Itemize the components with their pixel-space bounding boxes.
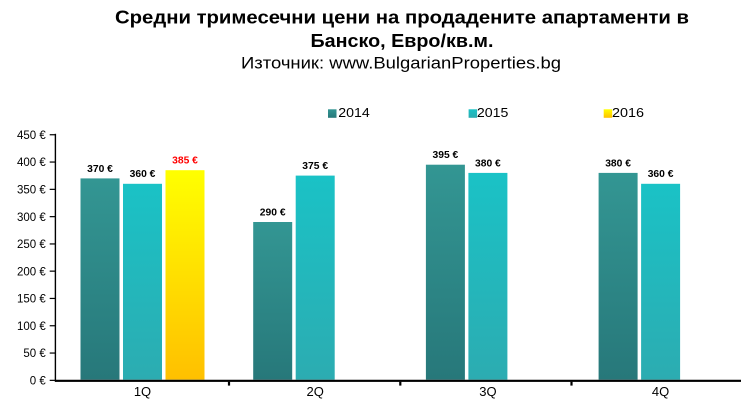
svg-text:2Q: 2Q (307, 384, 324, 399)
svg-text:380 €: 380 € (475, 158, 501, 169)
svg-text:360 €: 360 € (648, 169, 674, 180)
svg-text:150 €: 150 € (17, 294, 46, 306)
svg-text:380 €: 380 € (605, 158, 631, 169)
svg-text:100 €: 100 € (17, 321, 46, 333)
svg-text:2015: 2015 (477, 105, 509, 120)
svg-text:350 €: 350 € (17, 185, 46, 197)
svg-text:Банско, Евро/кв.м.: Банско, Евро/кв.м. (311, 31, 494, 51)
svg-text:1Q: 1Q (134, 384, 151, 399)
svg-text:200 €: 200 € (17, 266, 46, 278)
svg-text:375 €: 375 € (302, 161, 328, 172)
svg-text:385 €: 385 € (172, 156, 198, 167)
svg-text:4Q: 4Q (652, 384, 669, 399)
svg-text:450 €: 450 € (17, 130, 46, 142)
svg-text:0 €: 0 € (30, 376, 47, 388)
svg-text:360 €: 360 € (130, 169, 156, 180)
svg-text:Средни тримесечни цени на прод: Средни тримесечни цени на продадените ап… (115, 7, 689, 27)
svg-text:2014: 2014 (338, 105, 370, 120)
svg-text:250 €: 250 € (17, 239, 46, 251)
svg-text:2016: 2016 (612, 105, 644, 120)
svg-text:Източник: www.BulgarianPropert: Източник: www.BulgarianProperties.bg (241, 54, 561, 73)
svg-text:400 €: 400 € (17, 157, 46, 169)
svg-text:290 €: 290 € (260, 207, 286, 218)
svg-text:300 €: 300 € (17, 212, 46, 224)
svg-text:50 €: 50 € (23, 348, 46, 360)
svg-text:370 €: 370 € (87, 164, 113, 175)
svg-text:3Q: 3Q (479, 384, 496, 399)
svg-text:395 €: 395 € (433, 150, 459, 161)
